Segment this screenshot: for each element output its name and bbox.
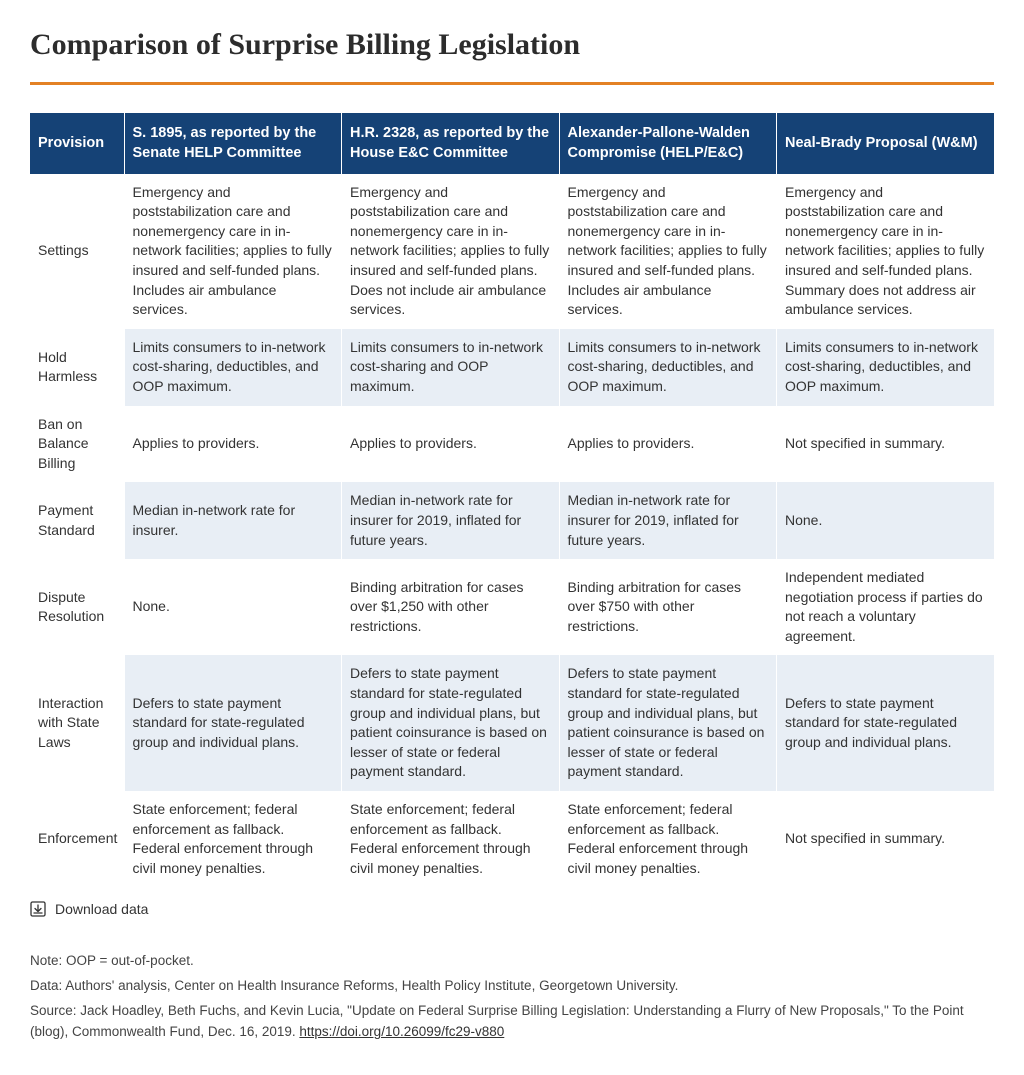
provision-cell: Interaction with State Laws: [30, 655, 124, 791]
comparison-table: Provision S. 1895, as reported by the Se…: [30, 113, 994, 887]
provision-cell: Ban on Balance Billing: [30, 406, 124, 483]
data-cell: Independent mediated negotiation process…: [777, 559, 995, 655]
data-cell: Not specified in summary.: [777, 406, 995, 483]
data-cell: Binding arbitration for cases over $1,25…: [342, 559, 560, 655]
data-cell: Applies to providers.: [124, 406, 342, 483]
table-header-row: Provision S. 1895, as reported by the Se…: [30, 113, 994, 174]
data-cell: Defers to state payment standard for sta…: [342, 655, 560, 791]
data-cell: State enforcement; federal enforcement a…: [342, 791, 560, 887]
accent-rule: [30, 82, 994, 85]
provision-cell: Dispute Resolution: [30, 559, 124, 655]
data-cell: Binding arbitration for cases over $750 …: [559, 559, 777, 655]
col-header-provision: Provision: [30, 113, 124, 174]
data-cell: Applies to providers.: [559, 406, 777, 483]
provision-cell: Payment Standard: [30, 482, 124, 559]
data-cell: Applies to providers.: [342, 406, 560, 483]
col-header-nealbrady: Neal-Brady Proposal (W&M): [777, 113, 995, 174]
data-cell: Limits consumers to in-network cost-shar…: [559, 329, 777, 406]
col-header-compromise: Alexander-Pallone-Walden Compromise (HEL…: [559, 113, 777, 174]
data-cell: Median in-network rate for insurer.: [124, 482, 342, 559]
table-row: EnforcementState enforcement; federal en…: [30, 791, 994, 887]
data-cell: Defers to state payment standard for sta…: [559, 655, 777, 791]
download-icon: [30, 901, 46, 917]
download-label: Download data: [55, 901, 148, 917]
provision-cell: Enforcement: [30, 791, 124, 887]
table-row: Ban on Balance BillingApplies to provide…: [30, 406, 994, 483]
col-header-s1895: S. 1895, as reported by the Senate HELP …: [124, 113, 342, 174]
data-cell: Defers to state payment standard for sta…: [124, 655, 342, 791]
note-oop: Note: OOP = out-of-pocket.: [30, 951, 994, 972]
data-cell: Limits consumers to in-network cost-shar…: [342, 329, 560, 406]
table-row: Hold HarmlessLimits consumers to in-netw…: [30, 329, 994, 406]
provision-cell: Hold Harmless: [30, 329, 124, 406]
col-header-hr2328: H.R. 2328, as reported by the House E&C …: [342, 113, 560, 174]
data-cell: Limits consumers to in-network cost-shar…: [124, 329, 342, 406]
table-row: Interaction with State LawsDefers to sta…: [30, 655, 994, 791]
data-cell: Limits consumers to in-network cost-shar…: [777, 329, 995, 406]
data-cell: Emergency and poststabilization care and…: [777, 174, 995, 329]
table-row: SettingsEmergency and poststabilization …: [30, 174, 994, 329]
data-cell: Emergency and poststabilization care and…: [342, 174, 560, 329]
page-title: Comparison of Surprise Billing Legislati…: [30, 28, 994, 62]
data-cell: None.: [777, 482, 995, 559]
data-cell: Not specified in summary.: [777, 791, 995, 887]
data-cell: Emergency and poststabilization care and…: [124, 174, 342, 329]
download-data-button[interactable]: Download data: [30, 901, 994, 917]
data-cell: Emergency and poststabilization care and…: [559, 174, 777, 329]
data-cell: Median in-network rate for insurer for 2…: [559, 482, 777, 559]
table-row: Payment StandardMedian in-network rate f…: [30, 482, 994, 559]
source-citation: Source: Jack Hoadley, Beth Fuchs, and Ke…: [30, 1001, 994, 1043]
notes-block: Note: OOP = out-of-pocket. Data: Authors…: [30, 951, 994, 1043]
note-data: Data: Authors' analysis, Center on Healt…: [30, 976, 994, 997]
provision-cell: Settings: [30, 174, 124, 329]
data-cell: None.: [124, 559, 342, 655]
table-row: Dispute ResolutionNone.Binding arbitrati…: [30, 559, 994, 655]
data-cell: State enforcement; federal enforcement a…: [124, 791, 342, 887]
source-link[interactable]: https://doi.org/10.26099/fc29-v880: [299, 1024, 504, 1039]
data-cell: Median in-network rate for insurer for 2…: [342, 482, 560, 559]
data-cell: State enforcement; federal enforcement a…: [559, 791, 777, 887]
data-cell: Defers to state payment standard for sta…: [777, 655, 995, 791]
